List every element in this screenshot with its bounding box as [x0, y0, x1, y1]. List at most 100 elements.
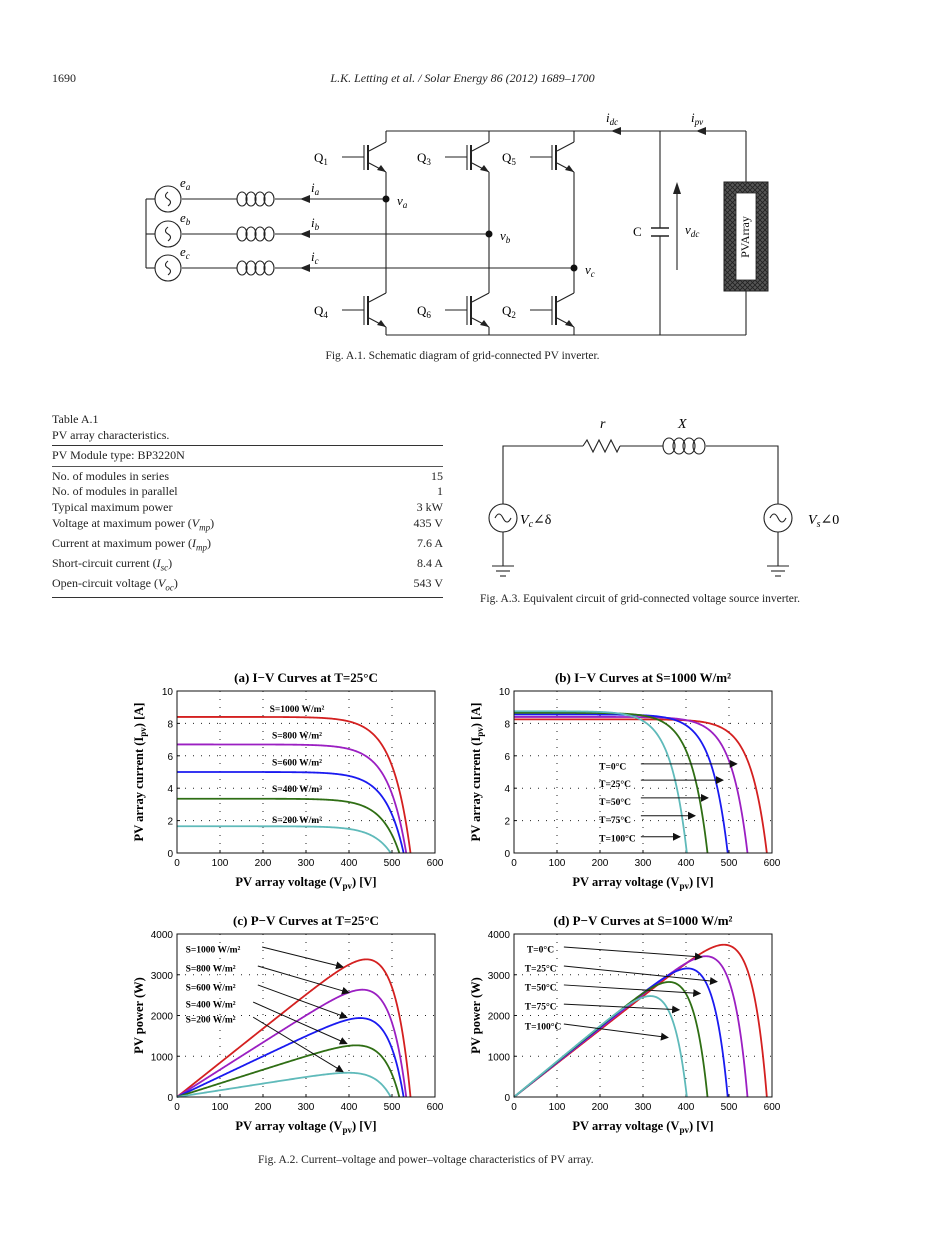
series-label: S=600 W/m²	[186, 983, 236, 993]
y-axis-label: PV power (W)	[132, 977, 146, 1054]
annotation-arrow-icon	[563, 1023, 669, 1041]
switch-label: Q2	[502, 303, 516, 320]
series-label: T=25°C	[599, 779, 631, 790]
x-axis-label: PV array voltage (Vpv) [V]	[235, 1119, 376, 1135]
row-value: 15	[431, 468, 443, 483]
current-label: ic	[311, 249, 319, 266]
chart-pv-irradiance: (c) P−V Curves at T=25°C 0 100 200 300 400 500…	[132, 913, 444, 1135]
left-source-label: Vc∠δ	[520, 513, 552, 530]
table-row: Current at maximum power (Imp) 7.6 A	[52, 536, 443, 556]
equivalent-circuit: r X Vc∠δ Vs∠0	[488, 417, 839, 577]
series-label: T=100°C	[599, 833, 636, 844]
x-tick-label: 300	[635, 858, 652, 869]
row-value: 435 V	[413, 515, 443, 530]
series-line	[513, 716, 749, 854]
series-label: S=1000 W/m²	[186, 945, 241, 955]
series-label: T=0°C	[527, 944, 554, 955]
y-tick-label: 0	[504, 849, 510, 860]
table-row: Voltage at maximum power (Vmp) 435 V	[52, 516, 443, 536]
x-tick-label: 100	[549, 1102, 566, 1113]
chart-iv-temperature: (b) I−V Curves at S=1000 W/m²0 100 200 300 4…	[469, 670, 781, 891]
switch-label: Q1	[314, 150, 328, 167]
series-label: T=25°C	[525, 964, 557, 975]
pv-array-label: PVArray	[738, 216, 752, 258]
igbt-switch-icon	[342, 292, 387, 328]
chart-title: (d) P−V Curves at S=1000 W/m²	[554, 913, 733, 928]
table-row: Open-circuit voltage (Voc) 543 V	[52, 576, 443, 596]
igbt-switch-icon	[530, 292, 575, 328]
plot-frame	[513, 933, 773, 1098]
x-axis-label: PV array voltage (Vpv) [V]	[572, 875, 713, 891]
x-tick-label: 500	[384, 1102, 401, 1113]
series-line	[513, 710, 688, 854]
current-label: ia	[311, 180, 320, 197]
ac-source-icon	[154, 254, 182, 282]
series-line	[176, 771, 405, 854]
x-tick-label: 0	[511, 1102, 517, 1113]
x-tick-label: 300	[298, 1102, 315, 1113]
node-dot	[485, 230, 493, 238]
row-label: Open-circuit voltage (Voc)	[52, 575, 178, 592]
row-label: Short-circuit current (Isc)	[52, 555, 173, 572]
inductor-icon	[236, 191, 275, 207]
row-value: 1	[437, 484, 443, 499]
table-row: No. of modules in series 15	[52, 469, 443, 485]
pv-array-block: PVArray	[723, 181, 769, 292]
y-tick-label: 1000	[488, 1052, 511, 1063]
chart-title: (b) I−V Curves at S=1000 W/m²	[555, 670, 731, 685]
y-axis-label: PV array current (Ipv) [A]	[132, 703, 148, 842]
series-label: T=75°C	[525, 1002, 557, 1013]
x-tick-label: 200	[592, 1102, 609, 1113]
inverter-leg	[530, 131, 575, 335]
table-a1: Table A.1 PV array characteristics. PV M…	[52, 412, 443, 600]
source-label: ec	[180, 244, 190, 261]
table-title: PV array characteristics.	[52, 427, 170, 442]
node-voltage-label: vc	[585, 262, 595, 279]
inverter-leg	[445, 131, 490, 335]
igbt-switch-icon	[342, 141, 387, 173]
x-tick-label: 500	[384, 858, 401, 869]
x-tick-label: 300	[298, 858, 315, 869]
x-tick-label: 0	[511, 858, 517, 869]
idc-label: idc	[606, 110, 618, 127]
y-tick-label: 2000	[488, 1012, 511, 1023]
resistor-label: r	[600, 417, 606, 432]
series-label: T=50°C	[599, 797, 631, 808]
inductor-icon	[662, 437, 706, 455]
fig-a3-caption: Fig. A.3. Equivalent circuit of grid-con…	[480, 593, 800, 605]
table-row: Typical maximum power 3 kW	[52, 500, 443, 516]
y-tick-label: 0	[504, 1093, 510, 1104]
chart-iv-irradiance: (a) I−V Curves at T=25°C0 100 200 300 400 500…	[132, 670, 444, 891]
chart-title: (c) P−V Curves at T=25°C	[233, 913, 379, 928]
x-tick-label: 0	[174, 858, 180, 869]
switch-label: Q4	[314, 303, 328, 320]
series-label: T=0°C	[599, 761, 626, 772]
row-value: 8.4 A	[416, 555, 443, 570]
x-axis-label: PV array voltage (Vpv) [V]	[235, 875, 376, 891]
row-label: Typical maximum power	[52, 499, 173, 514]
y-tick-label: 3000	[151, 971, 174, 982]
series-line	[176, 988, 408, 1098]
vdc-arrow-icon	[673, 182, 681, 194]
source-label: ea	[180, 175, 191, 192]
series-line	[176, 825, 392, 854]
series-label: S=800 W/m²	[272, 732, 322, 742]
y-tick-label: 8	[504, 719, 510, 730]
chart-pv-temperature: (d) P−V Curves at S=1000 W/m² 0 100 200 300 4…	[469, 913, 781, 1135]
current-label: ib	[311, 215, 320, 232]
plot-frame	[176, 690, 436, 854]
y-tick-label: 2	[167, 817, 173, 828]
x-axis-label: PV array voltage (Vpv) [V]	[572, 1119, 713, 1135]
igbt-switch-icon	[530, 141, 575, 173]
series-label: S=1000 W/m²	[270, 705, 325, 715]
x-tick-label: 400	[678, 858, 695, 869]
idc-arrow-icon	[611, 127, 621, 135]
igbt-switch-icon	[445, 292, 490, 328]
fig-a1-caption: Fig. A.1. Schematic diagram of grid-conn…	[325, 350, 600, 362]
series-line	[176, 1044, 401, 1098]
y-tick-label: 10	[162, 687, 174, 698]
y-axis-label: PV power (W)	[469, 977, 483, 1054]
series-line	[176, 743, 408, 854]
y-tick-label: 4000	[488, 930, 511, 941]
series-label: S=800 W/m²	[186, 965, 236, 975]
